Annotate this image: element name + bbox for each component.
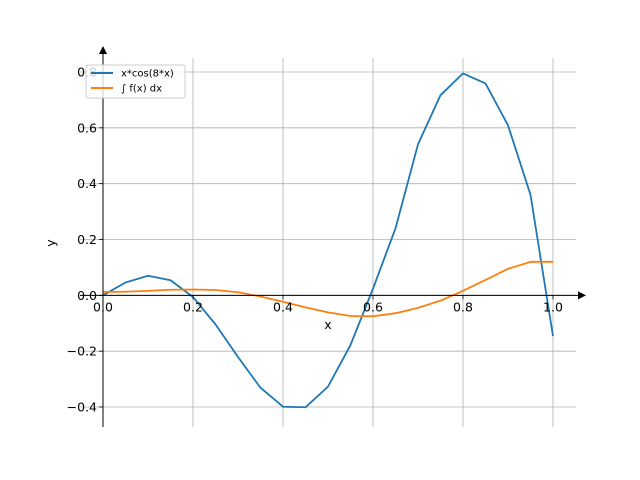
legend: x*cos(8*x) ∫ f(x) dx: [85, 64, 186, 99]
y-axis-arrow: [99, 46, 107, 54]
y-tick-label: 0.2: [77, 232, 97, 247]
y-tick-label: 0.4: [77, 176, 97, 191]
x-tick-label: 0.6: [363, 299, 383, 314]
y-tick-label: −0.4: [67, 400, 97, 415]
y-tick-label: −0.2: [67, 344, 97, 359]
y-axis-label: y: [43, 239, 58, 247]
ticks: 0.00.20.40.60.81.0−0.4−0.20.00.20.40.60.…: [67, 65, 563, 415]
series-layer: [102, 72, 554, 409]
axes: [80, 46, 586, 427]
series-line-1: [102, 72, 554, 409]
x-tick-label: 0.0: [93, 299, 113, 314]
x-tick-label: 0.4: [273, 299, 293, 314]
x-tick-label: 0.8: [453, 299, 473, 314]
x-tick-label: 1.0: [543, 299, 563, 314]
y-tick-label: 0.6: [77, 120, 97, 135]
legend-label-series-1: x*cos(8*x): [121, 69, 174, 80]
series-line-2: [102, 260, 553, 318]
x-tick-label: 0.2: [183, 299, 203, 314]
x-axis-arrow: [578, 291, 586, 300]
x-axis-label: x: [324, 317, 331, 332]
legend-label-series-2: ∫ f(x) dx: [121, 84, 162, 95]
grid: [80, 58, 576, 427]
y-tick-label: 0.0: [77, 288, 97, 303]
